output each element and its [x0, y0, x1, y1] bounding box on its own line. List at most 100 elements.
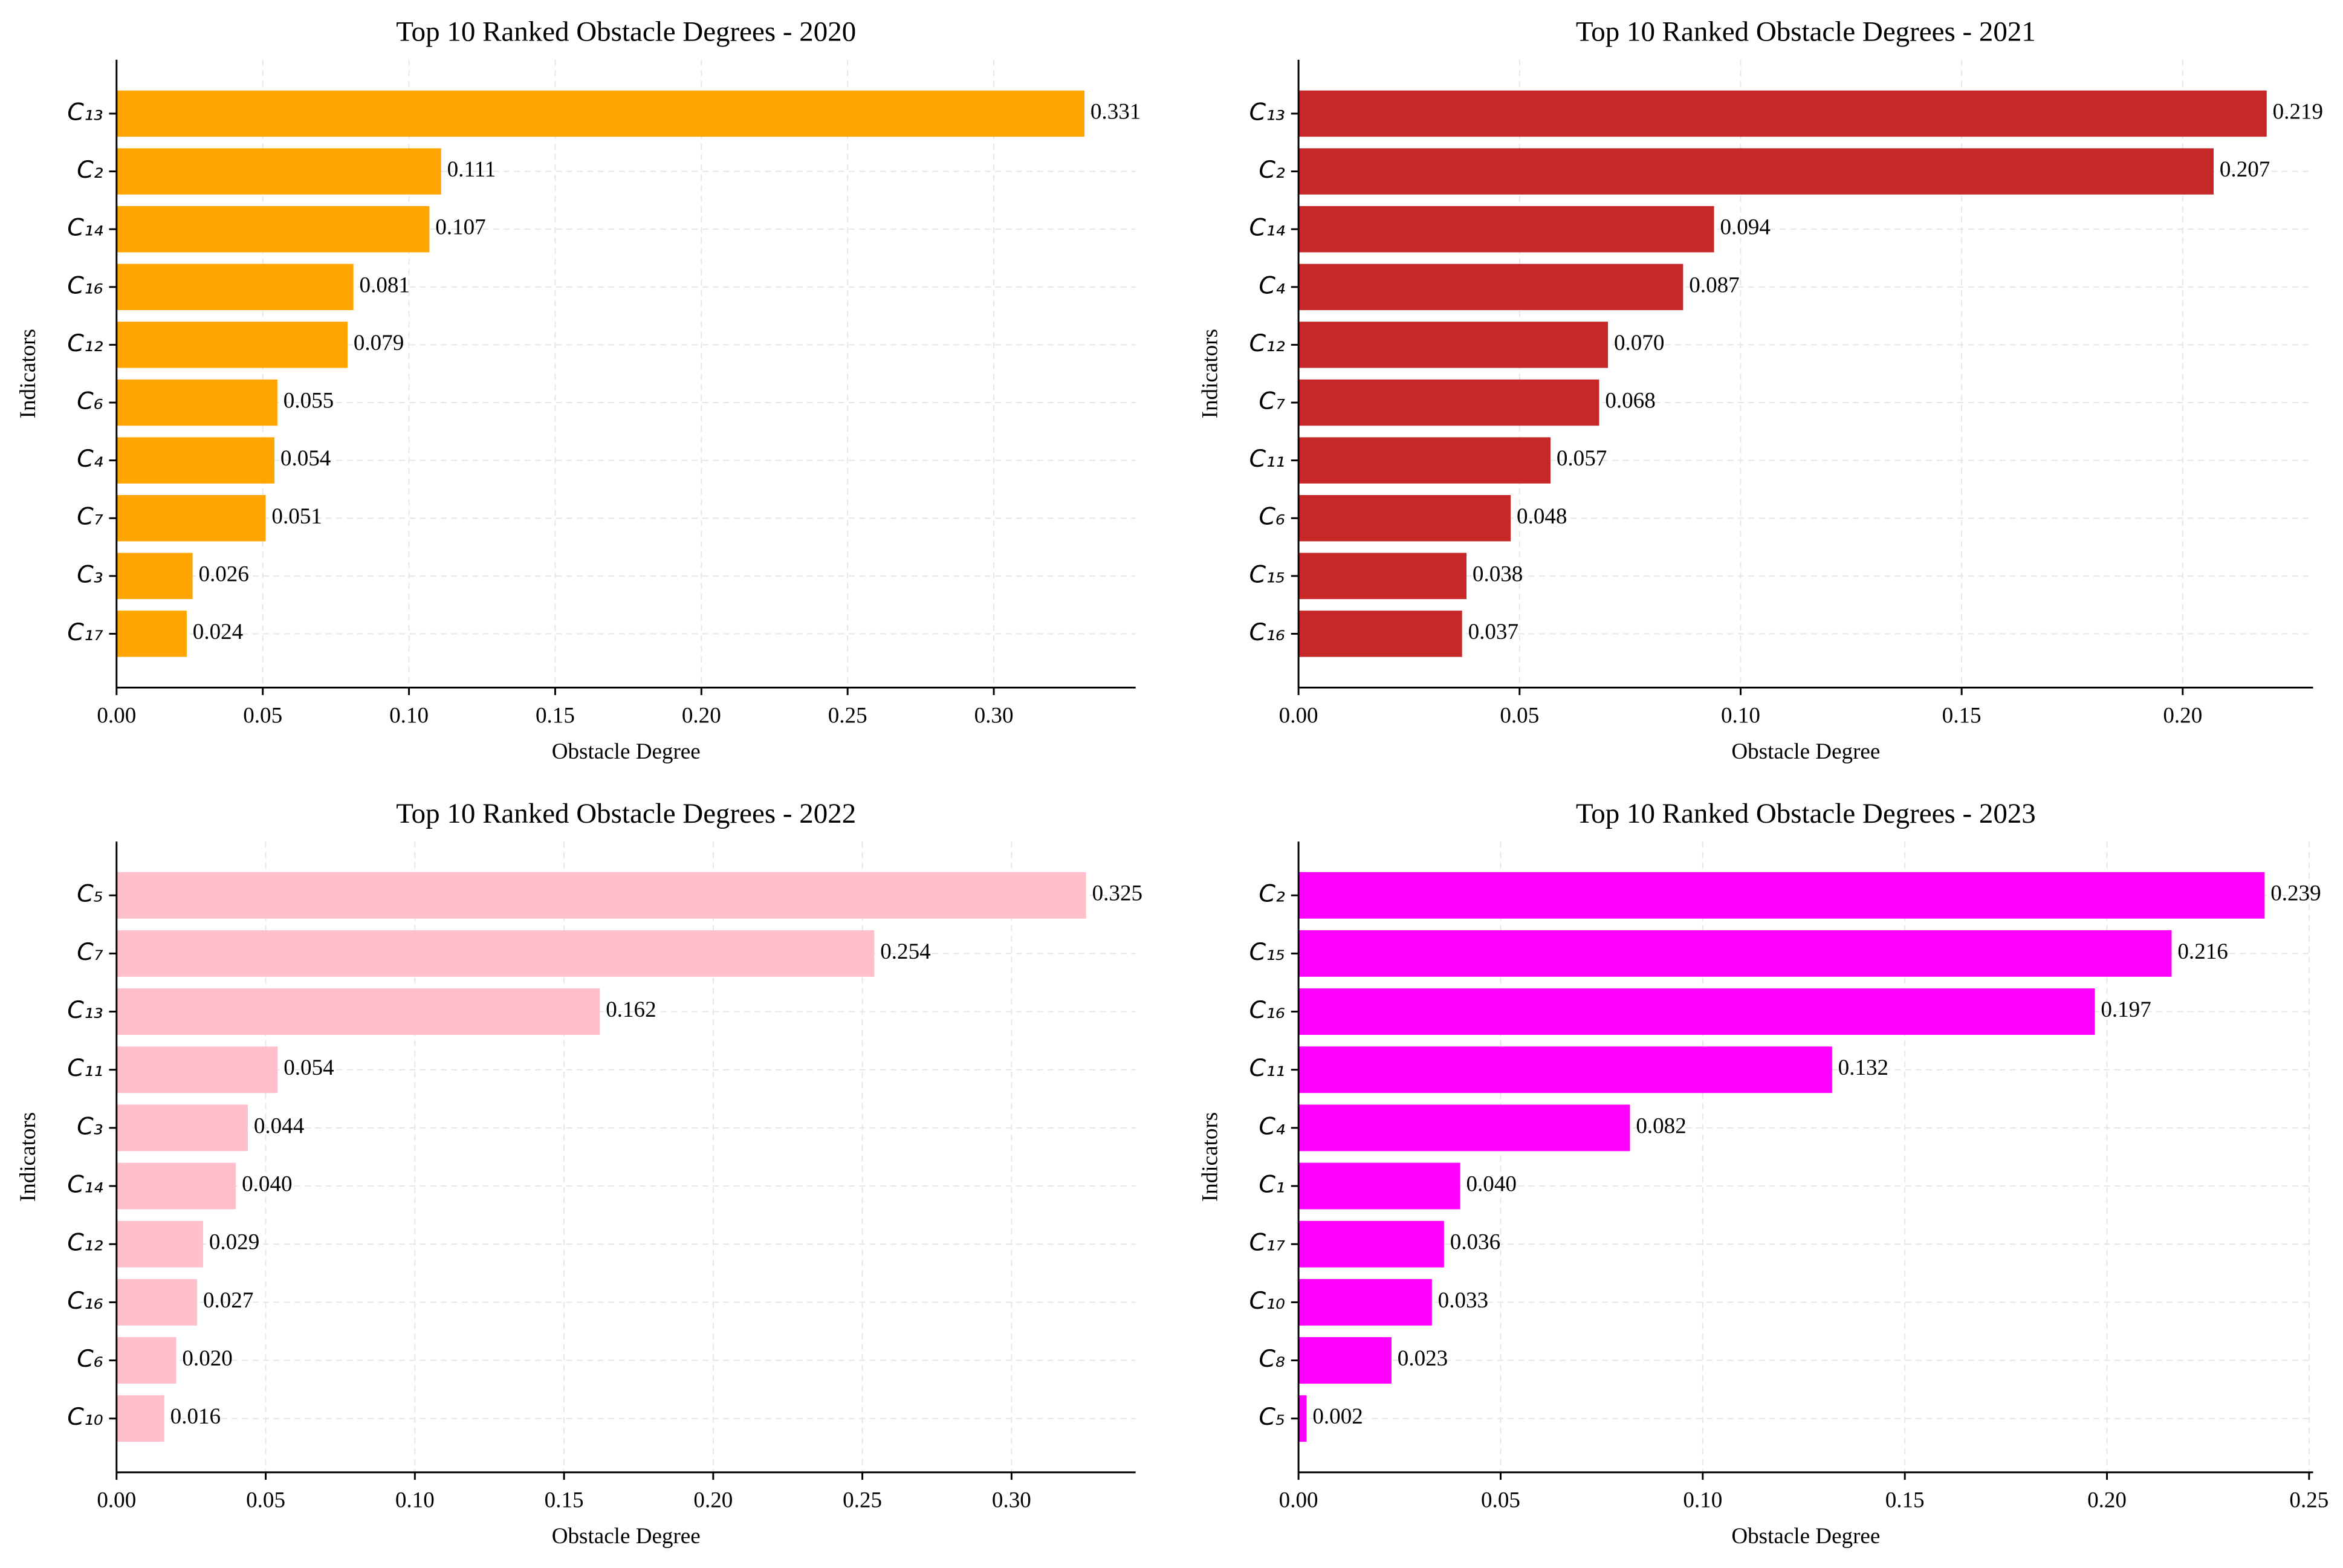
data-label: 0.132 — [1838, 1055, 1888, 1080]
bar — [1298, 148, 2214, 195]
data-label: 0.027 — [203, 1288, 253, 1313]
y-tick-label: C₁₃ — [1249, 98, 1285, 126]
bar — [1298, 90, 2267, 137]
x-tick-label: 0.10 — [389, 703, 429, 728]
data-label: 0.036 — [1450, 1230, 1500, 1255]
chart-title: Top 10 Ranked Obstacle Degrees - 2020 — [396, 16, 856, 48]
bar — [116, 148, 441, 195]
data-label: 0.239 — [2270, 881, 2321, 906]
y-tick-label: C₁₄ — [67, 214, 103, 242]
y-tick-label: C₇ — [1259, 387, 1285, 415]
y-tick-label: C₁₄ — [1249, 214, 1285, 242]
data-label: 0.016 — [170, 1404, 221, 1429]
y-tick-label: C₁₂ — [1249, 329, 1285, 357]
x-tick-label: 0.05 — [243, 703, 282, 728]
data-label: 0.081 — [360, 273, 410, 297]
data-label: 0.216 — [2177, 939, 2228, 964]
data-label: 0.082 — [1636, 1113, 1686, 1138]
x-tick-label: 0.10 — [395, 1488, 435, 1513]
data-label: 0.023 — [1398, 1346, 1448, 1371]
x-tick-label: 0.00 — [97, 1488, 136, 1513]
y-tick-label: C₁₃ — [67, 996, 103, 1024]
bar — [116, 611, 187, 657]
data-label: 0.029 — [209, 1230, 259, 1255]
y-tick-label: C₈ — [1259, 1345, 1285, 1373]
y-axis-label: Indicators — [16, 1112, 41, 1202]
y-tick-label: C₁₁ — [67, 1054, 103, 1082]
y-tick-label: C₁₁ — [1249, 445, 1285, 473]
y-tick-label: C₅ — [1259, 1403, 1285, 1431]
x-tick-label: 0.15 — [1942, 703, 1982, 728]
x-tick-label: 0.25 — [828, 703, 867, 728]
data-label: 0.054 — [280, 446, 331, 471]
data-label: 0.040 — [242, 1172, 292, 1197]
bar — [116, 322, 348, 368]
y-tick-label: C₅ — [77, 880, 103, 908]
y-tick-label: C₁₆ — [67, 1287, 103, 1315]
bar — [1298, 1395, 1307, 1442]
x-tick-label: 0.25 — [843, 1488, 882, 1513]
x-tick-label: 0.20 — [682, 703, 721, 728]
bar — [1298, 930, 2172, 977]
x-tick-label: 0.30 — [974, 703, 1014, 728]
y-tick-label: C₇ — [77, 938, 103, 966]
bar — [116, 1104, 248, 1152]
y-tick-label: C₁₀ — [1249, 1287, 1285, 1315]
data-label: 0.033 — [1438, 1288, 1488, 1313]
x-tick-label: 0.15 — [1885, 1488, 1925, 1513]
bar — [116, 264, 354, 311]
data-label: 0.325 — [1092, 881, 1142, 906]
data-label: 0.002 — [1312, 1404, 1363, 1429]
y-tick-label: C₇ — [77, 503, 103, 531]
data-label: 0.207 — [2220, 157, 2270, 182]
data-label: 0.111 — [447, 157, 496, 182]
data-label: 0.087 — [1689, 273, 1739, 297]
y-tick-label: C₁₀ — [67, 1403, 103, 1431]
y-tick-label: C₂ — [1259, 156, 1285, 184]
data-label: 0.070 — [1614, 331, 1664, 355]
y-tick-label: C₁₅ — [1249, 560, 1285, 588]
y-tick-label: C₆ — [77, 387, 103, 415]
bar — [116, 988, 600, 1035]
data-label: 0.038 — [1473, 562, 1523, 586]
data-label: 0.044 — [254, 1113, 304, 1138]
bar — [116, 206, 430, 253]
y-tick-label: C₁₁ — [1249, 1054, 1285, 1082]
data-label: 0.254 — [880, 939, 930, 964]
bar — [1298, 872, 2265, 919]
x-axis-label: Obstacle Degree — [552, 1524, 701, 1549]
data-label: 0.107 — [435, 215, 485, 240]
y-tick-label: C₁₃ — [67, 98, 103, 126]
bar — [1298, 322, 1609, 368]
data-label: 0.057 — [1557, 446, 1607, 471]
y-tick-label: C₁₂ — [67, 329, 103, 357]
y-tick-label: C₁₄ — [67, 1171, 103, 1199]
bar — [116, 1046, 278, 1093]
bar — [1298, 379, 1599, 426]
y-axis-label: Indicators — [1197, 329, 1222, 418]
y-tick-label: C₂ — [1259, 880, 1285, 908]
bar — [1298, 1162, 1460, 1210]
y-tick-label: C₆ — [1259, 503, 1285, 531]
bar — [1298, 988, 2095, 1035]
y-tick-label: C₄ — [1259, 271, 1285, 299]
chart-title: Top 10 Ranked Obstacle Degrees - 2022 — [396, 798, 856, 829]
x-tick-label: 0.20 — [2087, 1488, 2127, 1513]
bar — [116, 1220, 203, 1268]
y-tick-label: C₁₆ — [1249, 618, 1285, 646]
bar — [1298, 611, 1462, 657]
y-tick-label: C₁₆ — [67, 271, 103, 299]
x-tick-label: 0.10 — [1683, 1488, 1722, 1513]
data-label: 0.037 — [1468, 620, 1518, 644]
data-label: 0.331 — [1090, 99, 1141, 124]
data-label: 0.094 — [1720, 215, 1770, 240]
y-tick-label: C₄ — [77, 445, 103, 473]
y-tick-label: C₃ — [77, 1112, 103, 1140]
bar — [116, 437, 275, 484]
bar — [1298, 264, 1684, 311]
bar — [116, 1278, 198, 1326]
bar — [1298, 552, 1467, 600]
data-label: 0.054 — [284, 1055, 334, 1080]
x-axis-label: Obstacle Degree — [1731, 739, 1880, 764]
